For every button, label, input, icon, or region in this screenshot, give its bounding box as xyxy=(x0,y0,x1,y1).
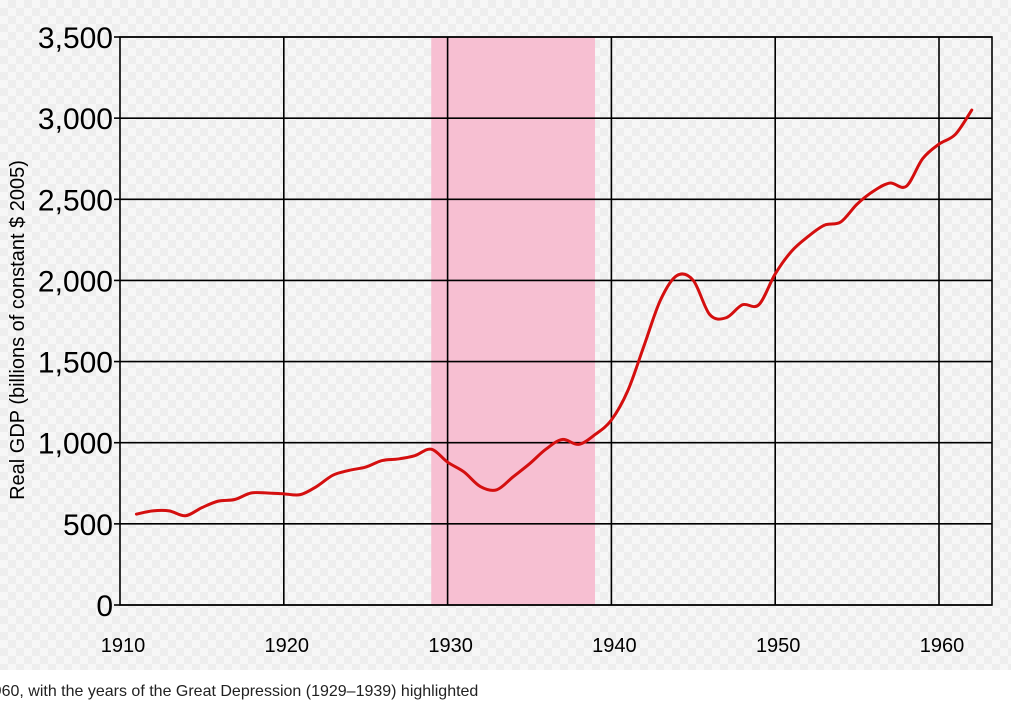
y-tick-label: 500 xyxy=(63,509,113,542)
figure-caption: to 1960, with the years of the Great Dep… xyxy=(0,683,479,700)
y-tick-label: 0 xyxy=(96,590,113,623)
x-tick-label: 1960 xyxy=(920,635,965,657)
y-tick-label: 2,000 xyxy=(38,265,113,298)
x-tick-label: 1930 xyxy=(428,635,473,657)
x-tick-label: 1920 xyxy=(265,635,310,657)
y-tick-label: 3,000 xyxy=(38,103,113,136)
gdp-line-chart: 0 500 1,000 1,500 2,000 2,500 3,000 3,500 1910 1… xyxy=(7,22,993,657)
chart-figure: 0 500 1,000 1,500 2,000 2,500 3,000 3,500 1910 1… xyxy=(0,0,1011,670)
x-tick-label: 1910 xyxy=(101,635,146,657)
y-tick-label: 1,000 xyxy=(38,428,113,461)
x-tick-label: 1940 xyxy=(592,635,637,657)
y-tick-label: 1,500 xyxy=(38,347,113,380)
x-tick-label: 1950 xyxy=(756,635,801,657)
depression-highlight xyxy=(431,37,596,605)
y-axis-label: Real GDP (billions of constant $ 2005) xyxy=(7,160,29,500)
gdp-series-line xyxy=(134,108,974,518)
y-tick-label: 3,500 xyxy=(38,22,113,55)
plot-frame xyxy=(119,36,993,606)
y-tick-label: 2,500 xyxy=(38,184,113,217)
